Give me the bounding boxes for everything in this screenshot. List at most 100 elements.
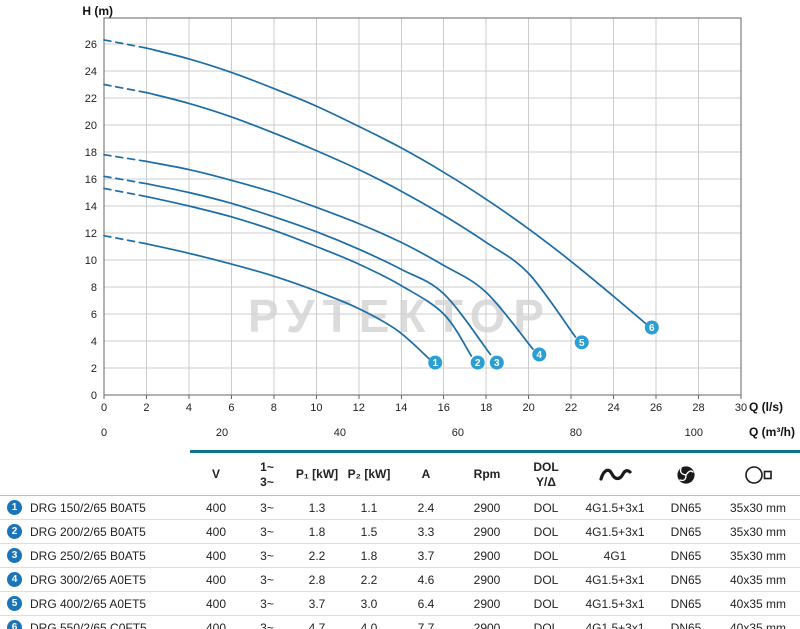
cell-phase: 3~	[260, 620, 274, 629]
marker-number: 6	[649, 323, 655, 334]
col-header-a: A	[396, 449, 456, 497]
marker-number: 1	[432, 358, 438, 369]
row-number-badge: 4	[7, 572, 22, 587]
marker-circle	[470, 355, 485, 370]
cell-start: DOL	[533, 596, 559, 611]
x-tick-label-ls: 28	[692, 402, 704, 414]
cell-rpm: 2900	[473, 500, 501, 515]
x-tick-label-ls: 4	[186, 402, 192, 414]
curve-1	[103, 234, 430, 360]
y-tick-label: 4	[91, 336, 97, 348]
marker-number: 2	[475, 358, 481, 369]
cell-cable: 4G1.5+3x1	[585, 596, 645, 611]
x-tick-label-ls: 10	[310, 402, 322, 414]
y-axis-label: H (m)	[82, 4, 113, 18]
marker-circle	[428, 355, 443, 370]
y-tick-label: 22	[85, 93, 97, 105]
x-tick-label-ls: 26	[650, 402, 662, 414]
cell-a: 7.7	[417, 620, 435, 629]
col-header-p2: P₂ [kW]	[342, 449, 396, 497]
row-number-badge: 5	[7, 596, 22, 611]
curve-marker-5: 5	[574, 335, 589, 350]
curve-dashed-segment	[103, 39, 148, 49]
cell-a: 3.3	[417, 524, 435, 539]
cell-v: 400	[205, 620, 227, 629]
cell-a: 2.4	[417, 500, 435, 515]
table-row-1: 1 DRG 150/2/65 B0AT5 400 3~ 1.3 1.1 2.4 2900 DOL…	[0, 496, 800, 520]
cell-cable: 4G1	[603, 548, 627, 563]
col-header-start: DOL Y/Δ	[518, 449, 574, 497]
cell-cable: 4G1.5+3x1	[585, 620, 645, 629]
table-row-6: 6 DRG 550/2/65 C0FT5 400 3~ 4.7 4.0 7.7 2900 DOL…	[0, 616, 800, 629]
model-cell: 2 DRG 200/2/65 B0AT5	[0, 524, 190, 539]
curve-dashed-segment	[103, 234, 148, 245]
col-header-model	[0, 451, 190, 495]
cell-p2: 2.2	[360, 572, 378, 587]
cell-port: 35x30 mm	[729, 524, 787, 539]
x-tick-label-ls: 2	[143, 402, 149, 414]
col-header-p1: P₁ [kW]	[292, 449, 342, 497]
cell-p1: 2.8	[308, 572, 326, 587]
x-tick-label-m3h: 60	[452, 427, 464, 439]
x-tick-label-m3h: 20	[216, 427, 228, 439]
y-tick-label: 20	[85, 120, 97, 132]
cell-port: 35x30 mm	[729, 500, 787, 515]
x-tick-label-m3h: 80	[570, 427, 582, 439]
curve-solid-segment	[145, 182, 492, 356]
curve-6	[103, 39, 647, 325]
cell-dn: DN65	[670, 548, 702, 563]
cell-start: DOL	[533, 620, 559, 629]
cell-v: 400	[205, 596, 227, 611]
model-cell: 3 DRG 250/2/65 B0AT5	[0, 548, 190, 563]
cell-p1: 4.7	[308, 620, 326, 629]
marker-circle	[644, 320, 659, 335]
x-tick-label-ls: 22	[565, 402, 577, 414]
curve-solid-segment	[145, 91, 577, 338]
cell-dn: DN65	[670, 620, 702, 629]
cell-p2: 4.0	[360, 620, 378, 629]
x-tick-label-m3h: 40	[334, 427, 346, 439]
x-tick-label-ls: 18	[480, 402, 492, 414]
x-axis-ls: 0 2 4 6 8 10 12 14 16 18 20 22 24 26 28 30 Q (l/s)	[101, 395, 783, 414]
y-tick-label: 2	[91, 363, 97, 375]
curve-marker-3: 3	[489, 355, 504, 370]
y-tick-label: 16	[85, 174, 97, 186]
cell-p1: 1.8	[308, 524, 326, 539]
y-tick-label: 0	[91, 390, 97, 402]
col-header-phase: 1~ 3~	[242, 449, 292, 497]
cell-p1: 3.7	[308, 596, 326, 611]
y-tick-label: 14	[85, 201, 97, 213]
x-tick-label-ls: 30	[735, 402, 747, 414]
cell-v: 400	[205, 500, 227, 515]
curve-dashed-segment	[103, 187, 148, 198]
y-tick-label: 8	[91, 282, 97, 294]
cell-phase: 3~	[260, 572, 274, 587]
row-number-badge: 2	[7, 524, 22, 539]
curve-marker-2: 2	[470, 355, 485, 370]
cell-p2: 3.0	[360, 596, 378, 611]
cell-start: DOL	[533, 524, 559, 539]
x-axis-label-ls: Q (l/s)	[749, 400, 783, 414]
chart-grid	[104, 18, 741, 395]
cell-start: DOL	[533, 500, 559, 515]
model-cell: 1 DRG 150/2/65 B0AT5	[0, 500, 190, 515]
curve-solid-segment	[145, 160, 534, 350]
watermark: РУТЕКТОР	[248, 290, 552, 342]
y-tick-label: 18	[85, 147, 97, 159]
pump-model: DRG 200/2/65 B0AT5	[30, 524, 146, 539]
marker-circle	[574, 335, 589, 350]
discharge-port-icon	[716, 449, 800, 497]
model-cell: 4 DRG 300/2/65 A0ET5	[0, 572, 190, 587]
table-row-4: 4 DRG 300/2/65 A0ET5 400 3~ 2.8 2.2 4.6 2900 DOL…	[0, 568, 800, 592]
cell-p1: 2.2	[308, 548, 326, 563]
pump-model: DRG 150/2/65 B0AT5	[30, 500, 146, 515]
cell-p2: 1.5	[360, 524, 378, 539]
cell-port: 40x35 mm	[729, 620, 787, 629]
curve-marker-4: 4	[532, 347, 547, 362]
cell-start: DOL	[533, 572, 559, 587]
x-tick-label-ls: 14	[395, 402, 407, 414]
cell-a: 3.7	[417, 548, 435, 563]
cell-p1: 1.3	[308, 500, 326, 515]
